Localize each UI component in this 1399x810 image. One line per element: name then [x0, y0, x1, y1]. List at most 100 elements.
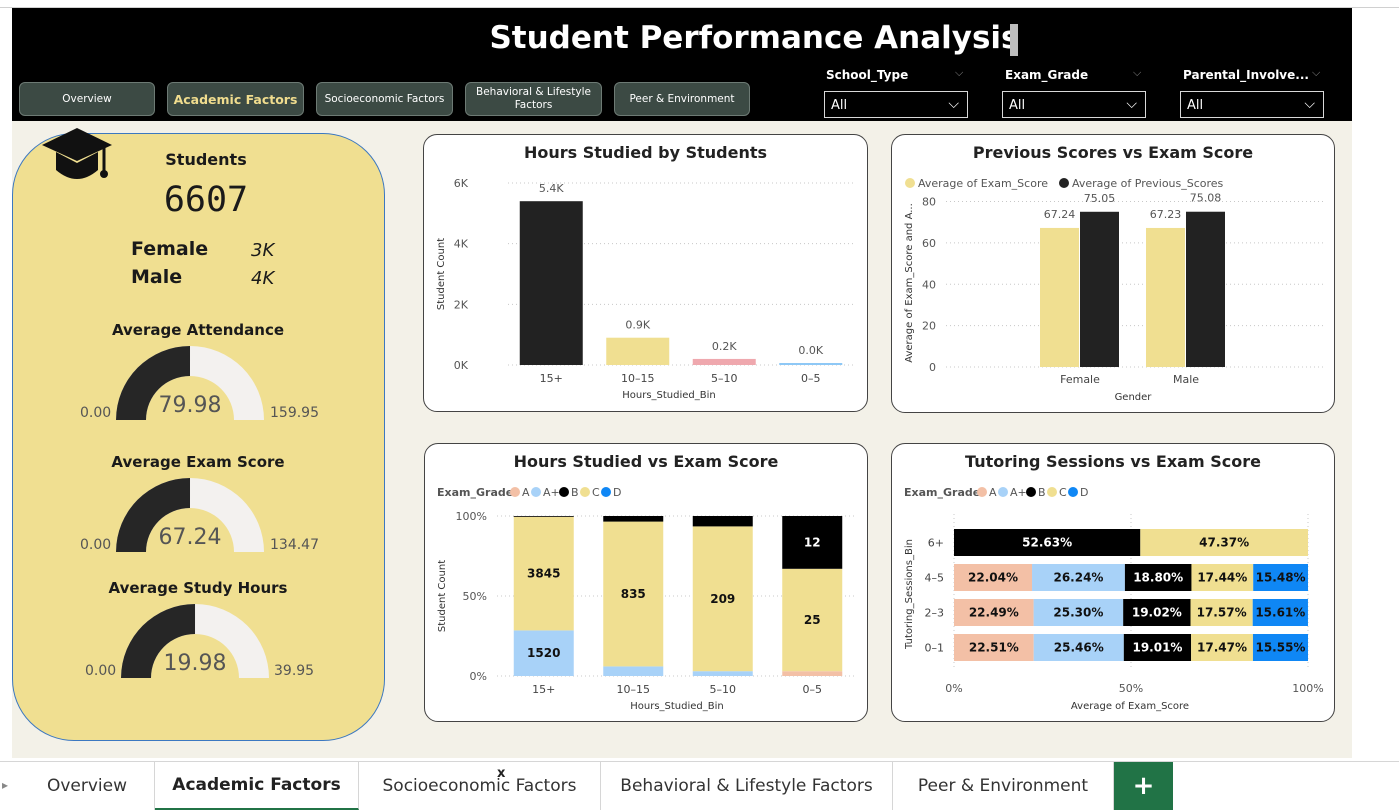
kpi-panel — [12, 133, 385, 741]
male-label: Male — [131, 266, 183, 288]
nav-button-peer-environment[interactable]: Peer & Environment — [614, 82, 750, 116]
bar-segment — [692, 516, 753, 527]
data-label: 18.80% — [1133, 571, 1183, 585]
bar-segment — [1123, 599, 1191, 626]
data-label: 75.08 — [1190, 192, 1222, 205]
bar-segment — [954, 529, 1141, 556]
slicer-dropdown-parental-involvement[interactable]: All ⌵ — [1180, 91, 1324, 118]
legend-marker — [1047, 487, 1057, 497]
attendance-min: 0.00 — [80, 405, 112, 421]
bar-segment — [1190, 599, 1253, 626]
x-axis-title: Hours_Studied_Bin — [630, 701, 724, 712]
close-icon[interactable]: x — [497, 766, 506, 781]
data-label: 25.30% — [1053, 606, 1103, 620]
tab-peer-environment[interactable]: Peer & Environment — [893, 762, 1114, 810]
add-sheet-button[interactable]: + — [1114, 762, 1173, 810]
nav-button-behavioral-lifestyle[interactable]: Behavioral & Lifestyle Factors — [465, 82, 602, 116]
legend-marker — [998, 487, 1008, 497]
legend-label: A+ — [543, 486, 560, 499]
bar — [692, 358, 756, 365]
x-tick-label: 100% — [1292, 682, 1323, 695]
legend-title: Exam_Grade — [904, 486, 980, 499]
legend-marker — [1068, 487, 1078, 497]
exam-score-max: 134.47 — [270, 537, 319, 553]
y-axis-title: Student Count — [437, 560, 448, 632]
bar-segment — [513, 516, 574, 631]
y-tick-label: 4K — [454, 238, 469, 251]
x-tick-label: 15+ — [532, 683, 555, 696]
chevron-down-icon[interactable]: ⌵ — [955, 66, 964, 79]
data-label: 67.24 — [1044, 208, 1076, 221]
data-label: 22.04% — [968, 571, 1018, 585]
nav-button-academic-factors[interactable]: Academic Factors — [167, 82, 304, 116]
x-axis-title: Average of Exam_Score — [1071, 701, 1189, 712]
slicer-value: All — [1187, 98, 1204, 113]
y-tick-label: 100% — [456, 510, 487, 523]
attendance-gauge — [116, 346, 264, 420]
data-label: 17.44% — [1197, 571, 1247, 585]
x-tick-label: 0–5 — [803, 683, 823, 696]
chart-title: Hours Studied by Students — [523, 143, 767, 162]
bar-segment — [1123, 634, 1192, 661]
chevron-down-icon[interactable]: ⌵ — [1133, 66, 1142, 79]
bar-segment — [1252, 599, 1308, 626]
chart-card-hours-studied[interactable]: Hours Studied by Students 0K 2K 4K 6K 5.4K 15… — [423, 134, 868, 412]
bar — [1080, 211, 1119, 367]
study-hours-min: 0.00 — [85, 663, 117, 679]
data-label: 22.49% — [969, 606, 1019, 620]
data-label: 12 — [804, 535, 821, 549]
bar-segment — [782, 568, 843, 672]
chart-title: Hours Studied vs Exam Score — [513, 452, 779, 471]
x-tick-label: 50% — [1119, 682, 1143, 695]
chevron-down-icon[interactable]: ⌵ — [1312, 66, 1321, 79]
bar — [779, 363, 843, 365]
students-label: Students — [165, 150, 247, 169]
bar-segment — [692, 526, 753, 672]
tab-overview[interactable]: Overview — [20, 762, 155, 810]
bar-segment — [513, 630, 574, 676]
exam-score-min: 0.00 — [80, 537, 112, 553]
gauge-fill — [116, 478, 191, 552]
bar-segment — [1191, 634, 1253, 661]
data-label: 0.9K — [625, 319, 650, 332]
slicer-dropdown-exam-grade[interactable]: All ⌵ — [1002, 91, 1146, 118]
data-label: 75.05 — [1084, 192, 1116, 205]
y-axis-title: Student Count — [436, 238, 447, 310]
slicer-dropdown-school-type[interactable]: All ⌵ — [824, 91, 968, 118]
tab-behavioral-lifestyle[interactable]: Behavioral & Lifestyle Factors — [601, 762, 893, 810]
data-label: 17.47% — [1197, 641, 1247, 655]
bar-segment — [603, 521, 664, 667]
bar-segment — [1033, 634, 1124, 661]
study-hours-gauge — [121, 604, 269, 678]
tab-academic-factors[interactable]: Academic Factors x — [155, 762, 505, 810]
legend-marker — [1026, 487, 1036, 497]
tab-socioeconomic-factors[interactable]: Socioeconomic Factors — [359, 762, 601, 810]
y-tick-label: 40 — [922, 278, 936, 291]
data-label: 22.51% — [969, 641, 1019, 655]
y-tick-label: 0% — [470, 670, 487, 683]
bar-segment — [954, 634, 1034, 661]
slicer-value: All — [831, 98, 848, 113]
chevron-down-icon: ⌵ — [1304, 96, 1315, 112]
data-label: 0.2K — [712, 340, 737, 353]
bar-segment — [954, 564, 1033, 591]
bar-segment — [782, 671, 843, 676]
attendance-max: 159.95 — [270, 405, 319, 421]
chart-card-previous-scores[interactable]: Previous Scores vs Exam Score 0 20 40 60 80 A… — [891, 134, 1335, 413]
bar — [1146, 227, 1185, 367]
legend-label: A+ — [1010, 486, 1027, 499]
legend-label: A — [522, 486, 530, 499]
bar-segment — [954, 599, 1034, 626]
students-count: 6607 — [163, 180, 249, 220]
nav-button-socioeconomic-factors[interactable]: Socioeconomic Factors — [316, 82, 453, 116]
y-tick-label: 6K — [454, 177, 469, 190]
title-accent-bar — [1010, 24, 1018, 56]
data-label: 3845 — [527, 567, 560, 581]
chart-card-tutoring-sessions[interactable]: Tutoring Sessions vs Exam Score Exam_Gra… — [891, 443, 1335, 722]
exam-score-label: Average Exam Score — [111, 453, 285, 471]
chart-card-hours-vs-exam[interactable]: Hours Studied vs Exam Score Exam_Grade A A… — [424, 443, 868, 722]
bar-segment — [1033, 599, 1124, 626]
nav-button-overview[interactable]: Overview — [19, 82, 155, 116]
scroll-left-icon[interactable]: ▸ — [2, 778, 9, 792]
bar-segment — [1140, 529, 1308, 556]
